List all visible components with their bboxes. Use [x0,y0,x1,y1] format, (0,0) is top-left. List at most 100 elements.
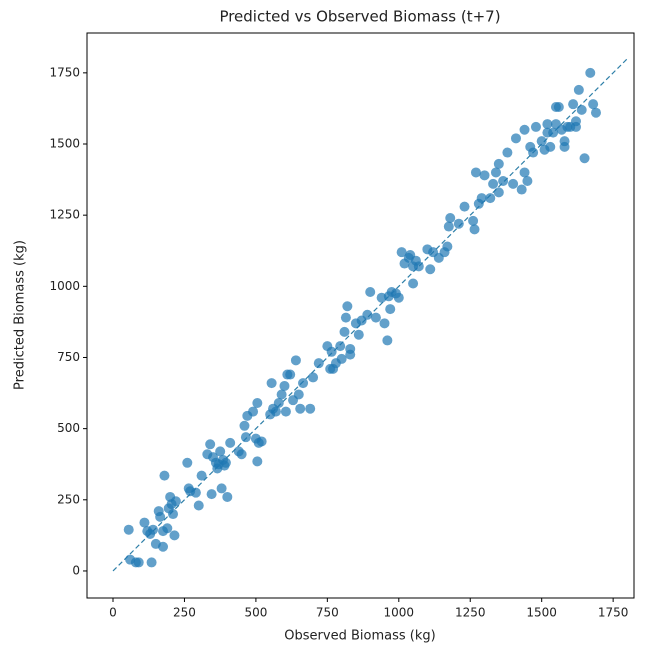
point [139,517,150,528]
point [205,439,216,450]
point [159,470,170,481]
point [345,343,356,354]
point [270,406,281,417]
point [385,304,396,315]
point [236,449,247,460]
point [298,378,309,389]
y-axis-label: Predicted Biomass (kg) [13,240,28,390]
point [280,406,291,417]
point [488,178,499,189]
point [340,312,351,323]
point [335,341,346,352]
y-tick-label: 1000 [49,279,80,293]
point [216,483,227,494]
y-tick-label: 1750 [49,65,80,79]
point [162,523,173,534]
point [459,201,470,212]
point [548,127,559,138]
point [336,353,347,364]
point [442,241,453,252]
x-tick-label: 750 [316,606,339,620]
point [370,312,381,323]
point [382,335,393,346]
point [215,446,226,457]
point [293,389,304,400]
point [519,124,530,135]
x-tick-label: 250 [173,606,196,620]
point [220,457,231,468]
point [498,176,509,187]
point [453,218,464,229]
point [169,530,180,541]
point [379,318,390,329]
point [133,557,144,568]
point [528,147,539,158]
point [408,278,419,289]
point [313,358,324,369]
point [559,136,570,147]
point [353,329,364,340]
point [590,107,601,118]
point [155,511,166,522]
point [542,119,553,130]
point [573,84,584,95]
point [295,403,306,414]
point [502,147,513,158]
point [553,102,564,113]
point [365,287,376,298]
point [588,99,599,110]
point [516,184,527,195]
point [570,121,581,132]
y-tick-label: 1250 [49,208,80,222]
point [240,432,251,443]
point [148,524,159,535]
point [182,457,193,468]
x-tick-label: 1250 [455,606,486,620]
point [252,456,263,467]
point [308,372,319,383]
point [443,221,454,232]
point [339,326,350,337]
point [393,292,404,303]
point [279,380,290,391]
point [493,158,504,169]
x-tick-label: 500 [244,606,267,620]
plot-frame [86,32,635,599]
point [479,170,490,181]
point [508,178,519,189]
point [396,247,407,258]
point [222,491,233,502]
point [585,67,596,78]
point [510,133,521,144]
point [196,470,207,481]
point [445,213,456,224]
point [326,346,337,357]
x-tick-label: 1000 [384,606,415,620]
point [536,136,547,147]
point [273,398,284,409]
y-tick-label: 1500 [49,137,80,151]
point [256,436,267,447]
y-tick-label: 250 [57,492,80,506]
point [468,215,479,226]
point [519,167,530,178]
point [490,167,501,178]
point [266,378,277,389]
point [225,437,236,448]
x-tick-label: 1750 [598,606,629,620]
point [170,496,181,507]
x-axis-label: Observed Biomass (kg) [284,629,435,644]
point [342,301,353,312]
point [522,176,533,187]
point [190,487,201,498]
point [248,406,259,417]
point [193,500,204,511]
y-tick-label: 0 [72,563,80,577]
chart-title: Predicted vs Observed Biomass (t+7) [219,8,500,26]
x-tick-label: 1500 [526,606,557,620]
point [469,224,480,235]
y-tick-label: 500 [57,421,80,435]
point [285,369,296,380]
point [530,121,541,132]
